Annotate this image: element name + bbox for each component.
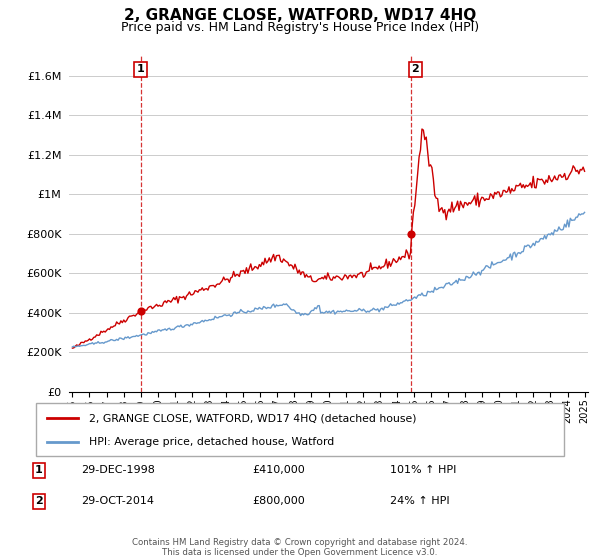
Text: Contains HM Land Registry data © Crown copyright and database right 2024.
This d: Contains HM Land Registry data © Crown c… [132,538,468,557]
Text: 1: 1 [137,64,145,74]
Text: Price paid vs. HM Land Registry's House Price Index (HPI): Price paid vs. HM Land Registry's House … [121,21,479,34]
Text: £410,000: £410,000 [252,465,305,475]
Text: 2, GRANGE CLOSE, WATFORD, WD17 4HQ: 2, GRANGE CLOSE, WATFORD, WD17 4HQ [124,8,476,24]
Text: 2: 2 [35,496,43,506]
Point [136,306,145,315]
Text: 24% ↑ HPI: 24% ↑ HPI [390,496,449,506]
Text: 2, GRANGE CLOSE, WATFORD, WD17 4HQ (detached house): 2, GRANGE CLOSE, WATFORD, WD17 4HQ (deta… [89,413,416,423]
Text: 29-DEC-1998: 29-DEC-1998 [81,465,155,475]
Text: HPI: Average price, detached house, Watford: HPI: Average price, detached house, Watf… [89,436,334,446]
Text: 2: 2 [412,64,419,74]
Point [406,230,416,239]
FancyBboxPatch shape [36,403,564,456]
Text: 101% ↑ HPI: 101% ↑ HPI [390,465,457,475]
Text: 29-OCT-2014: 29-OCT-2014 [81,496,154,506]
Text: 1: 1 [35,465,43,475]
Text: £800,000: £800,000 [252,496,305,506]
